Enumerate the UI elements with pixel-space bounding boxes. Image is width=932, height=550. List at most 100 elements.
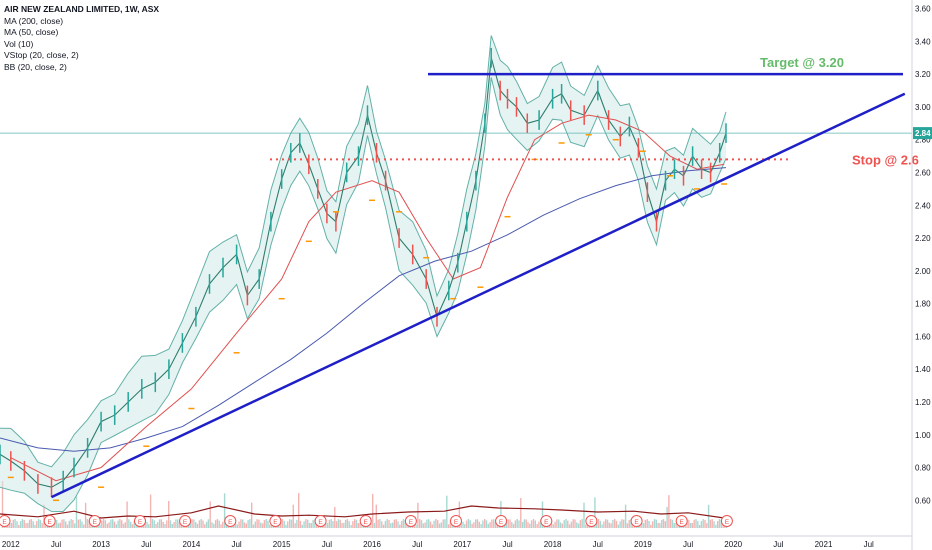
volume-bar: [30, 519, 33, 528]
volume-bar: [357, 523, 359, 528]
volume-bar: [256, 519, 258, 528]
x-tick-label: 2015: [273, 540, 291, 549]
volume-bar: [390, 523, 392, 528]
volume-bar: [675, 523, 677, 528]
volume-bar: [41, 523, 43, 528]
volume-bar: [534, 520, 536, 528]
volume-bar: [500, 501, 502, 528]
volume-bar: [240, 519, 242, 528]
legend-ma200: MA (200, close): [4, 15, 64, 26]
volume-bar: [34, 524, 36, 528]
volume-bar: [693, 519, 695, 528]
volume-bar: [440, 522, 442, 528]
earnings-marker-label: E: [183, 519, 188, 526]
volume-bar: [101, 520, 103, 528]
volume-bar: [21, 519, 24, 528]
volume-bar: [343, 522, 345, 528]
volume-bar: [19, 521, 22, 528]
x-tick-label: 2019: [634, 540, 652, 549]
volume-bar: [711, 519, 713, 528]
volume-bar: [23, 519, 25, 528]
volume-bar: [337, 519, 340, 528]
volume-bar: [242, 519, 244, 528]
volume-bar: [612, 520, 614, 528]
volume-bar: [671, 519, 674, 528]
volume-bar: [214, 520, 217, 528]
volume-bar: [328, 519, 331, 528]
volume-bar: [128, 519, 130, 528]
target-label: Target @ 3.20: [760, 55, 844, 70]
y-tick-label: 3.40: [915, 37, 931, 46]
earnings-marker-label: E: [93, 519, 98, 526]
volume-bar: [377, 519, 379, 528]
price-line: [0, 57, 727, 488]
volume-bar: [130, 521, 132, 528]
volume-bar: [717, 521, 719, 528]
volume-bar: [615, 520, 618, 528]
ma200-line: [0, 167, 727, 452]
volume-bar: [503, 523, 506, 528]
volume-bar: [698, 524, 701, 528]
volume-bar: [37, 519, 40, 528]
earnings-marker: [404, 515, 417, 527]
earnings-marker-label: E: [318, 519, 323, 526]
volume-bar: [350, 524, 352, 528]
y-tick-label: 2.60: [915, 169, 931, 178]
volume-bar: [670, 519, 672, 528]
volume-bar: [511, 522, 513, 528]
volume-bar: [267, 520, 269, 528]
volume-bar: [177, 519, 179, 528]
bollinger-band-fill: [0, 35, 726, 512]
volume-bar: [279, 520, 282, 528]
chart-legend: AIR NEW ZEALAND LIMITED, 1W, ASX MA (200…: [4, 4, 159, 74]
volume-bar: [661, 519, 663, 528]
volume-bar: [14, 519, 16, 528]
volume-bar: [39, 519, 42, 528]
volume-bar: [205, 521, 208, 528]
volume-bar: [296, 519, 298, 528]
volume-bar: [88, 520, 90, 528]
earnings-marker-label: E: [544, 519, 549, 526]
volume-bar: [552, 524, 554, 528]
volume-bar: [514, 520, 517, 528]
volume-bar: [606, 519, 609, 528]
volume-bar: [655, 519, 657, 528]
volume-bar: [561, 523, 563, 528]
volume-bar: [702, 519, 704, 528]
volume-bar: [110, 519, 112, 528]
volume-bar: [79, 519, 81, 528]
volume-bar: [583, 502, 585, 528]
y-tick-label: 1.80: [915, 300, 931, 309]
volume-bar: [133, 520, 135, 528]
volume-bar: [36, 521, 38, 528]
volume-bar: [211, 522, 213, 528]
x-tick-label: Jul: [773, 540, 783, 549]
volume-bar: [480, 524, 482, 528]
volume-bar: [438, 523, 441, 528]
volume-bar: [689, 523, 692, 528]
volume-bar: [516, 519, 518, 528]
volume-bar: [25, 523, 27, 528]
volume-bar: [305, 519, 307, 528]
volume-bar: [568, 524, 571, 528]
volume-bar: [325, 522, 327, 528]
volume-bar: [153, 520, 155, 528]
volume-bar: [487, 523, 489, 528]
volume-bar: [330, 519, 332, 528]
volume-bar: [688, 519, 690, 528]
volume-bar: [191, 519, 193, 528]
stop-label: Stop @ 2.6: [852, 152, 919, 167]
volume-bar: [567, 520, 569, 528]
volume-bar: [521, 521, 524, 528]
earnings-marker: [495, 515, 508, 527]
volume-bar: [106, 523, 108, 528]
volume-bar: [265, 519, 267, 528]
legend-vstop: VStop (20, close, 2): [4, 50, 79, 61]
volume-bar: [585, 524, 587, 528]
earnings-marker-label: E: [725, 519, 730, 526]
volume-bar: [691, 522, 694, 528]
earnings-marker: [359, 515, 372, 527]
volume-bar: [610, 523, 612, 528]
volume-bar: [651, 521, 654, 528]
